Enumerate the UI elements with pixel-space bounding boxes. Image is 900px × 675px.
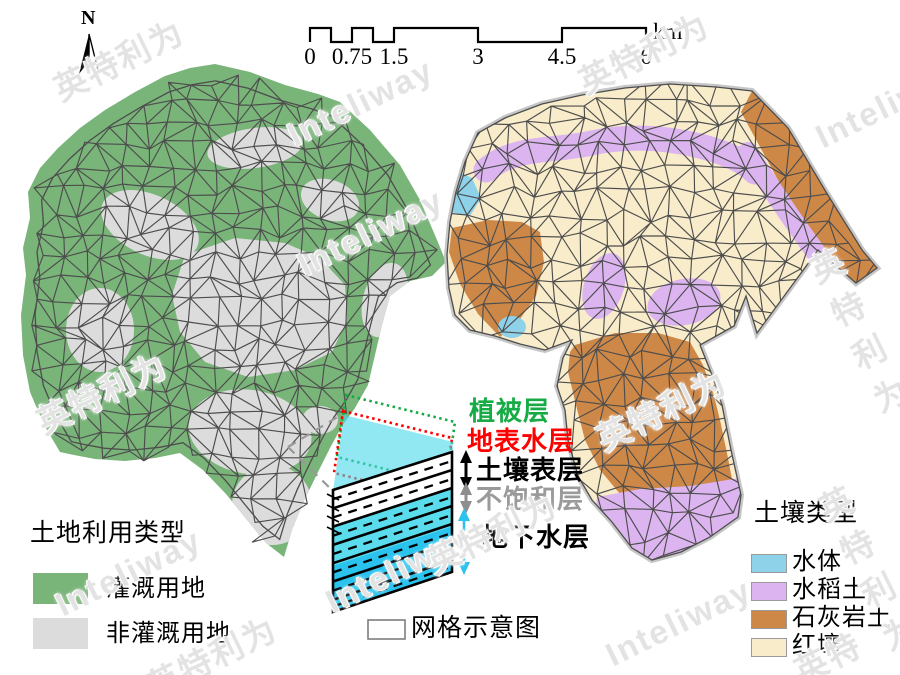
vegetation-layer-label: 植被层: [469, 396, 551, 426]
paddy-soil-swatch: [751, 582, 787, 601]
unsaturated-layer-label: 不饱和层: [476, 484, 585, 514]
north-arrow-icon: [79, 33, 100, 75]
scale-tick-3: 3: [472, 44, 484, 69]
scale-tick-6: 6: [640, 44, 652, 69]
red-soil-label: 红壤: [792, 632, 842, 659]
land-use-legend-title: 土地利用类型: [30, 519, 187, 547]
grid-swatch: [367, 619, 406, 640]
soil-surface-layer-label: 土壤表层: [476, 455, 585, 485]
groundwater-layer-label: 地下水层: [482, 522, 591, 552]
layer-diagram: [287, 393, 472, 640]
scale-tick-0: 0: [304, 44, 316, 69]
zoom-connector-lines: [287, 412, 345, 493]
non-irrigated-land-label: 非灌溉用地: [106, 620, 231, 647]
limestone-soil-label: 石灰岩土: [792, 604, 892, 631]
water-wedge: [333, 415, 453, 491]
unsaturated-layer-arrow: [460, 482, 472, 514]
irrigated-land-swatch: [33, 573, 88, 604]
scale-tick-45: 4.5: [547, 44, 577, 69]
scale-tick-075: 0.75: [331, 44, 373, 69]
soil-type-map: [443, 80, 882, 564]
water-body-swatch: [751, 554, 787, 573]
scale-unit: km: [653, 19, 683, 44]
groundwater-arrow: [458, 508, 470, 575]
non-irrigated-land-swatch: [33, 618, 88, 649]
grid-schematic-label: 网格示意图: [411, 614, 542, 642]
paddy-soil-label: 水稻土: [792, 576, 867, 603]
red-soil-swatch: [751, 638, 787, 657]
irrigated-land-label: 灌溉用地: [106, 575, 206, 602]
north-label: N: [81, 7, 96, 29]
scale-bar: [308, 26, 648, 44]
soil-legend-title: 土壤类型: [754, 499, 859, 527]
limestone-soil-swatch: [751, 610, 787, 629]
water-body-label: 水体: [792, 548, 842, 575]
soil-column-box: [326, 450, 454, 614]
surface-water-layer-label: 地表水层: [467, 426, 576, 456]
scale-tick-15: 1.5: [379, 44, 409, 69]
